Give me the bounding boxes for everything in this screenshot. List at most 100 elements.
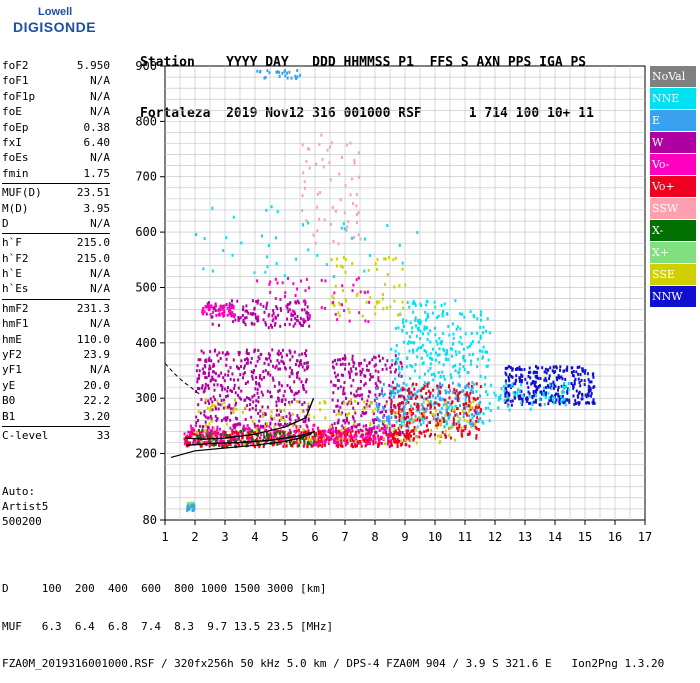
echo-point [320,278,323,282]
echo-point [412,393,415,397]
echo-point [459,335,462,339]
parameter-value: 6.40 [83,135,111,149]
echo-point [362,433,365,437]
echo-point [435,421,438,425]
echo-point [279,298,282,301]
echo-point [440,411,443,415]
echo-point [415,405,418,409]
echo-point [381,368,384,371]
logo-line2: DIGISONDE [13,19,97,35]
echo-point [345,441,347,445]
echo-point [365,411,368,415]
echo-point [365,405,368,409]
echo-point [226,416,229,420]
echo-point [411,421,414,424]
echo-point [215,407,217,411]
echo-point [284,74,287,78]
echo-point [444,429,447,433]
echo-point [223,417,226,421]
echo-point [231,390,233,393]
echo-point [330,428,333,431]
echo-point [228,302,231,306]
echo-point [337,412,340,416]
echo-point [582,369,585,373]
echo-point [307,221,309,225]
echo-point [391,363,393,367]
echo-point [274,321,277,325]
echo-point [448,390,451,394]
echo-point [398,284,401,288]
echo-point [344,367,346,371]
echo-point [561,385,564,389]
parameter-value: 33 [96,428,110,442]
parameter-name: B1 [2,409,16,423]
topside-profile-trace [164,362,202,396]
echo-point [374,305,377,309]
echo-point [273,416,276,420]
echo-point [515,374,518,378]
echo-point [531,402,534,406]
echo-point [377,376,380,380]
legend-entry: W [650,132,696,153]
echo-point [469,402,472,406]
echo-point [353,235,355,239]
parameter-value: 22.2 [83,394,111,408]
ionospheric-parameters-panel: foF2 5.950 foF1 N/A foF1p N/A foE N/A foEp 0.38 fx… [2,58,110,443]
echo-point [487,358,490,362]
echo-point [203,364,206,367]
echo-point [415,428,417,432]
echo-point [434,396,437,400]
echo-point [302,317,305,321]
echo-point [448,433,451,437]
echo-point [190,428,193,432]
echo-point [350,369,353,373]
echo-point [278,413,281,417]
echo-point [277,422,280,426]
echo-point [383,257,386,261]
echo-point [201,428,204,432]
echo-point [563,369,566,373]
echo-point [295,318,298,322]
echo-point [454,299,457,303]
echo-point [257,299,260,303]
echo-point [381,410,384,414]
echo-point [390,441,393,445]
echo-point [568,400,571,404]
echo-point [342,289,344,293]
echo-point [434,333,437,337]
echo-point [213,364,216,368]
echo-point [198,436,201,440]
echo-point [309,314,311,318]
parameter-row: h`Es N/A [2,281,110,296]
echo-point [400,439,403,443]
x-tick-label: 10 [428,530,442,544]
echo-point [245,316,248,320]
echo-point [272,317,275,321]
y-tick-label: 500 [135,280,157,294]
echo-point [539,377,542,381]
echo-point [341,155,343,159]
echo-point [207,308,210,312]
echo-point [447,358,450,362]
echo-point [237,378,240,382]
echo-point [258,419,261,423]
echo-point [310,438,313,441]
echo-point [400,374,403,378]
echo-point [542,393,545,397]
echo-point [405,331,408,335]
echo-point [262,433,265,437]
echo-point [198,373,201,377]
echo-point [213,404,216,408]
echo-point [282,433,285,436]
echo-point [291,372,294,376]
echo-point [466,391,468,395]
echo-point [210,304,213,308]
echo-point [237,442,240,445]
echo-point [344,435,347,439]
parameter-row: hmF1 N/A [2,316,110,331]
parameter-name: fxI [2,135,22,149]
echo-point [471,424,474,427]
echo-point [484,383,486,387]
echo-point [209,305,212,309]
echo-point [353,161,356,165]
